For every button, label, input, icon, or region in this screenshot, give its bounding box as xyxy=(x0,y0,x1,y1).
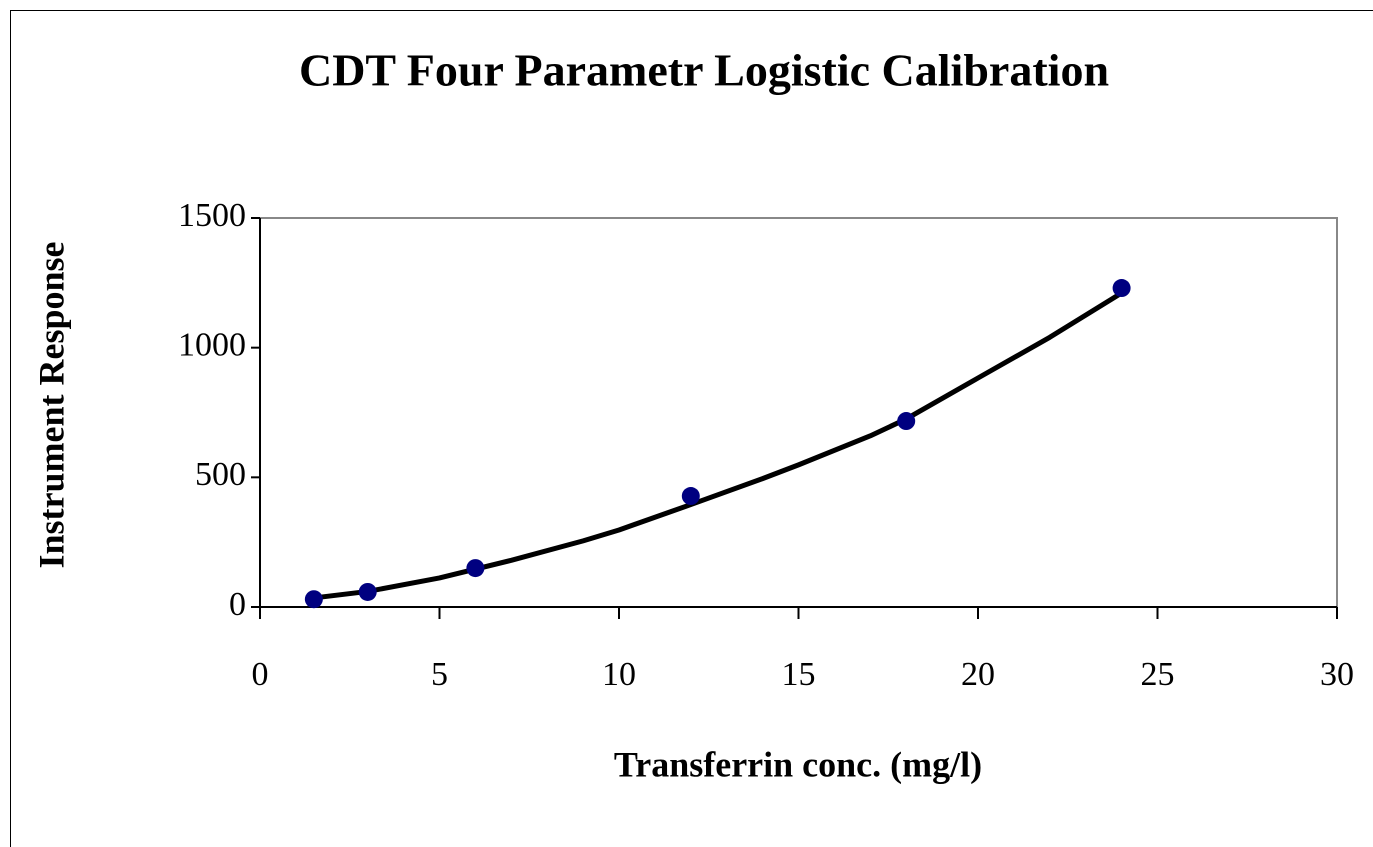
y-tick-label: 1000 xyxy=(178,326,246,363)
data-point xyxy=(1112,279,1131,298)
y-tick-label: 1500 xyxy=(178,197,246,234)
data-point xyxy=(304,590,323,609)
data-point xyxy=(897,412,916,431)
y-tick-label: 500 xyxy=(195,456,246,493)
x-tick-label: 5 xyxy=(431,656,448,693)
y-tick-label: 0 xyxy=(229,586,246,623)
chart-title: CDT Four Parametr Logistic Calibration xyxy=(299,45,1109,96)
x-tick-label: 15 xyxy=(782,656,816,693)
chart-frame xyxy=(10,10,1373,847)
x-tick-label: 20 xyxy=(961,656,995,693)
fit-curve xyxy=(313,290,1123,601)
data-point xyxy=(466,559,485,578)
x-tick-label: 25 xyxy=(1141,656,1175,693)
x-tick-label: 30 xyxy=(1320,656,1354,693)
plot-area xyxy=(259,217,1338,608)
x-axis-title: Transferrin conc. (mg/l) xyxy=(614,744,982,784)
x-tick-label: 10 xyxy=(602,656,636,693)
x-tick-label: 0 xyxy=(252,656,269,693)
data-point xyxy=(681,487,700,506)
y-axis-title: Instrument Response xyxy=(31,241,71,568)
data-point xyxy=(358,582,377,601)
